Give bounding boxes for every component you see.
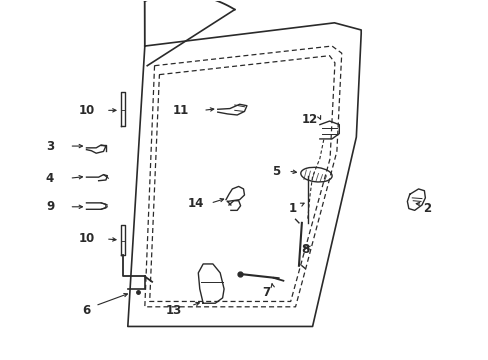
Text: 14: 14: [187, 197, 203, 210]
Text: 2: 2: [422, 202, 430, 215]
Text: 12: 12: [302, 113, 318, 126]
Text: 10: 10: [78, 233, 94, 246]
Text: 3: 3: [46, 140, 54, 153]
Text: 7: 7: [262, 286, 270, 299]
Text: 1: 1: [288, 202, 297, 215]
Text: 11: 11: [173, 104, 189, 117]
Text: 4: 4: [46, 172, 54, 185]
Text: 13: 13: [165, 304, 182, 317]
Text: 5: 5: [271, 165, 280, 177]
Text: 10: 10: [78, 104, 94, 117]
Text: 6: 6: [82, 304, 90, 317]
Text: 8: 8: [301, 243, 309, 256]
Text: 9: 9: [46, 200, 54, 213]
